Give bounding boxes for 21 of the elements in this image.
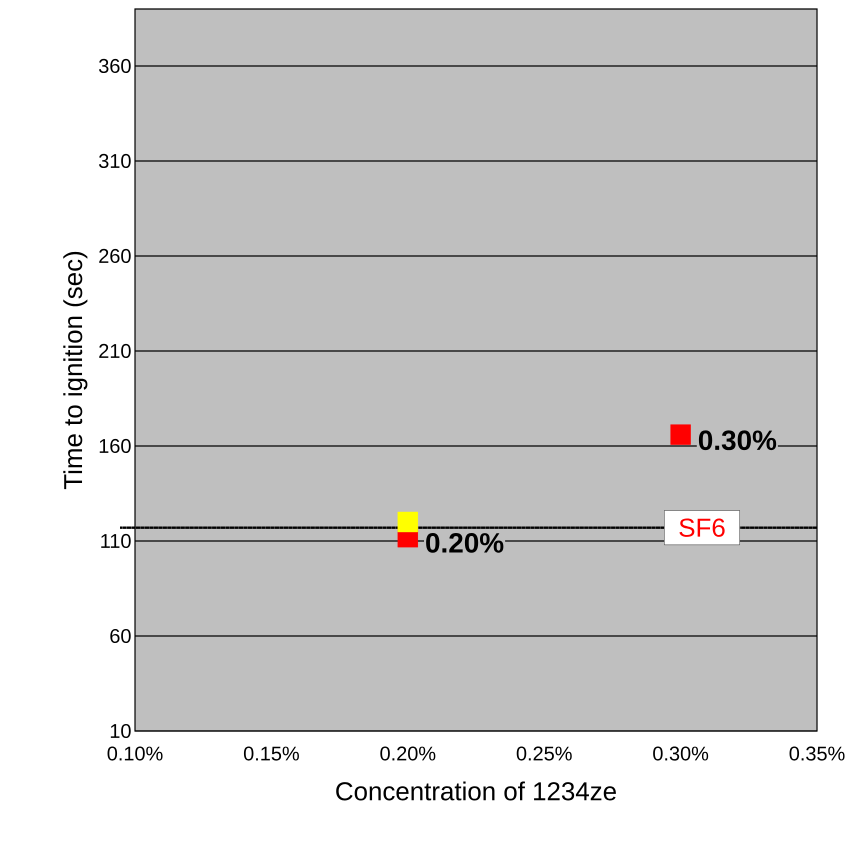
y-tick-label: 210 bbox=[99, 344, 131, 358]
x-tick-label: 0.30% bbox=[653, 746, 708, 761]
x-axis-title: Concentration of 1234ze bbox=[336, 781, 616, 800]
x-tick-label: 0.20% bbox=[380, 746, 436, 761]
x-tick-label: 0.15% bbox=[244, 746, 299, 761]
annotation: 0.30% bbox=[698, 430, 776, 450]
point bbox=[670, 424, 691, 445]
y-tick-label: 110 bbox=[101, 534, 131, 548]
ref-line-label: SF6 bbox=[679, 518, 725, 537]
y-tick-label: 260 bbox=[99, 248, 131, 264]
y-axis-title: Time to ignition (sec) bbox=[63, 252, 88, 490]
x-tick-label: 0.35% bbox=[790, 746, 845, 761]
y-tick-label: 60 bbox=[110, 628, 131, 644]
x-tick-label: 0.10% bbox=[108, 746, 163, 761]
point bbox=[398, 512, 418, 532]
y-tick-label: 10 bbox=[110, 724, 131, 738]
y-tick-label: 310 bbox=[99, 154, 131, 168]
annotation: 0.20% bbox=[426, 533, 504, 553]
y-tick-label: 360 bbox=[99, 58, 131, 74]
x-tick-label: 0.25% bbox=[516, 746, 572, 761]
y-tick-label: 160 bbox=[100, 438, 131, 454]
